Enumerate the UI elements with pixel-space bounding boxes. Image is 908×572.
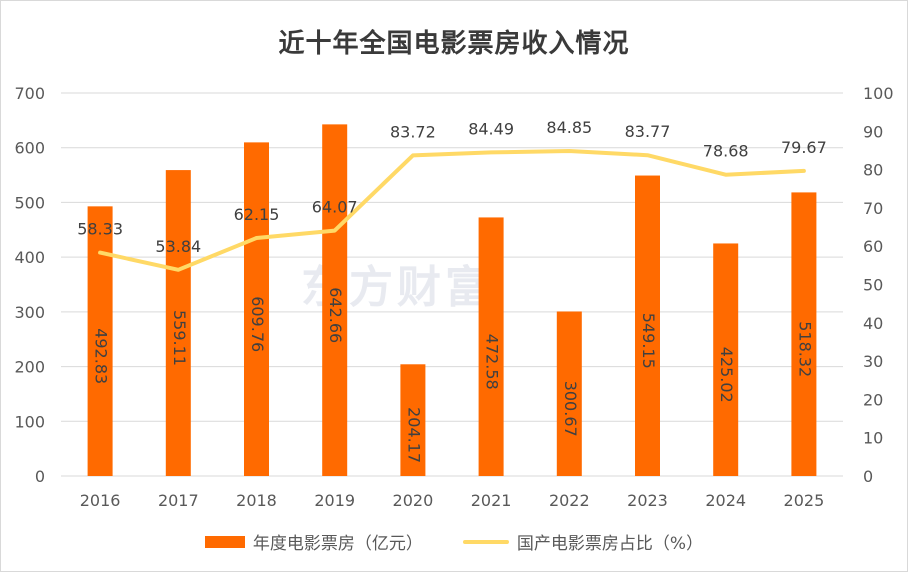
bar [400, 364, 426, 476]
line-data-label: 58.33 [77, 220, 123, 239]
bar [165, 170, 191, 476]
y-right-tick-label: 20 [863, 390, 883, 409]
y-right-tick-label: 50 [863, 276, 883, 295]
y-left-tick-label: 0 [35, 467, 45, 486]
y-right-tick-label: 10 [863, 429, 883, 448]
line-data-label: 83.72 [390, 122, 436, 141]
line-data-label: 78.68 [703, 142, 749, 161]
x-tick-label: 2019 [314, 491, 355, 510]
line-data-label: 84.85 [546, 118, 592, 137]
x-tick-label: 2024 [705, 491, 746, 510]
line-data-label: 64.07 [312, 198, 358, 217]
y-right-tick-label: 80 [863, 161, 883, 180]
series-line [98, 149, 806, 272]
y-right-tick-label: 30 [863, 352, 883, 371]
y-left-tick-label: 200 [14, 358, 45, 377]
line-data-label: 79.67 [781, 138, 827, 157]
bar-data-label: 492.83 [92, 328, 111, 384]
y-right-tick-label: 90 [863, 122, 883, 141]
bar [556, 311, 582, 476]
bar-data-label: 549.15 [639, 313, 658, 369]
x-tick-label: 2022 [549, 491, 590, 510]
y-left-tick-label: 300 [14, 303, 45, 322]
x-tick-label: 2020 [393, 491, 434, 510]
x-tick-label: 2025 [784, 491, 825, 510]
y-right-tick-label: 0 [863, 467, 873, 486]
x-tick-label: 2017 [158, 491, 199, 510]
line-data-label: 84.49 [468, 119, 514, 138]
legend: 年度电影票房（亿元） 国产电影票房占比（%） [1, 529, 907, 554]
bar-data-label: 300.67 [561, 381, 580, 437]
y-left-tick-label: 100 [14, 412, 45, 431]
y-right-tick-label: 70 [863, 199, 883, 218]
legend-item-box-office: 年度电影票房（亿元） [204, 529, 423, 554]
bar-data-label: 204.17 [404, 407, 423, 463]
bar [635, 175, 660, 476]
bar [478, 217, 504, 477]
line-data-label: 53.84 [155, 237, 201, 256]
bar-data-label: 425.02 [717, 347, 736, 403]
chart-title: 近十年全国电影票房收入情况 [278, 29, 630, 59]
legend-swatch-line [462, 539, 509, 544]
x-tick-label: 2018 [236, 491, 277, 510]
y-right-tick-label: 40 [863, 314, 883, 333]
legend-item-domestic-share: 国产电影票房占比（%） [462, 529, 704, 554]
bar-data-label: 559.11 [170, 310, 189, 366]
x-tick-label: 2023 [627, 491, 668, 510]
y-left-tick-label: 400 [14, 248, 45, 267]
legend-label-box-office: 年度电影票房（亿元） [252, 534, 423, 554]
y-right-tick-label: 100 [863, 84, 894, 103]
x-tick-label: 2021 [471, 491, 512, 510]
bar [322, 124, 348, 476]
bar-data-label: 642.66 [326, 287, 345, 343]
bar [713, 243, 739, 476]
bar-data-label: 518.32 [795, 321, 814, 377]
line-data-label: 62.15 [234, 205, 280, 224]
line-data-label: 83.77 [625, 122, 671, 141]
bar-data-label: 609.76 [248, 296, 267, 352]
bar [791, 192, 817, 476]
y-right-tick-label: 60 [863, 237, 883, 256]
y-left-tick-label: 600 [14, 139, 45, 158]
x-tick-label: 2016 [80, 491, 121, 510]
legend-swatch-bar [204, 535, 245, 548]
y-left-tick-label: 500 [14, 193, 45, 212]
bar-data-label: 472.58 [483, 334, 502, 390]
y-left-tick-label: 700 [14, 84, 45, 103]
bar [244, 142, 269, 476]
legend-label-domestic-share: 国产电影票房占比（%） [516, 534, 704, 554]
